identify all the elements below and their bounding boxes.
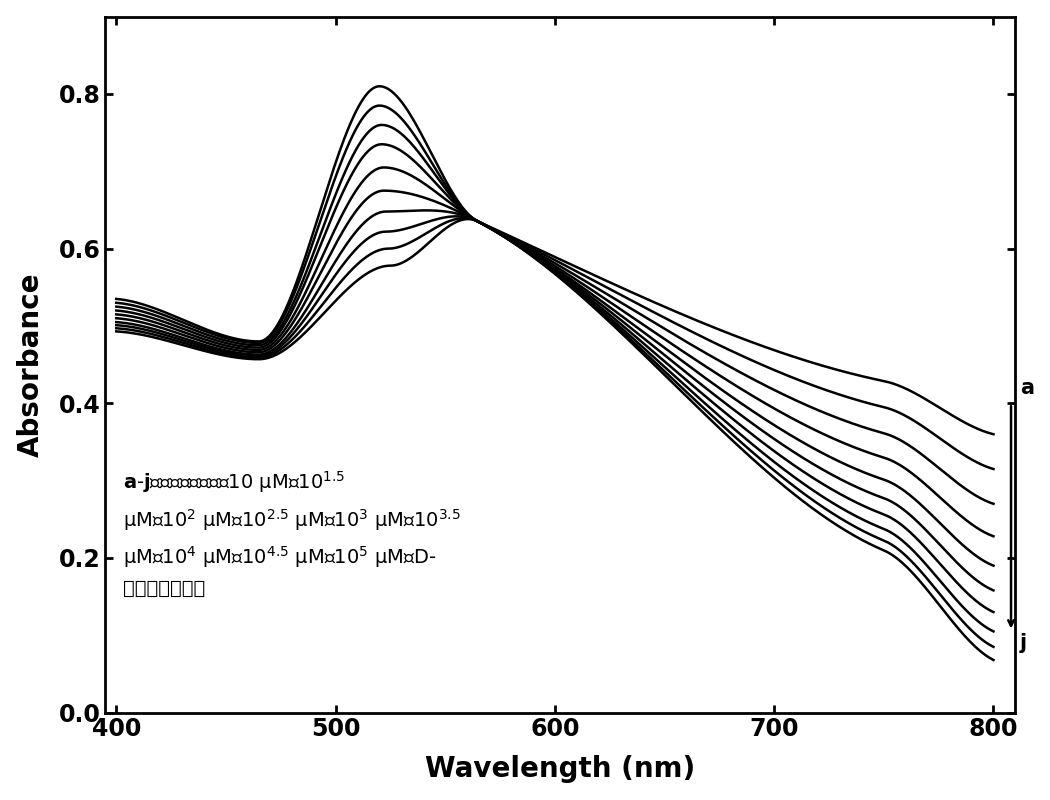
Y-axis label: Absorbance: Absorbance [17,272,45,457]
Text: $\mathbf{a}$-$\mathbf{j}$：依次为空白样，10 μM，$10^{1.5}$
μM，$10^{2}$ μM，$10^{2.5}$ μM，$: $\mathbf{a}$-$\mathbf{j}$：依次为空白样，10 μM，$… [123,469,461,598]
Text: a: a [1020,378,1034,398]
X-axis label: Wavelength (nm): Wavelength (nm) [425,755,695,783]
Text: j: j [1020,633,1027,653]
